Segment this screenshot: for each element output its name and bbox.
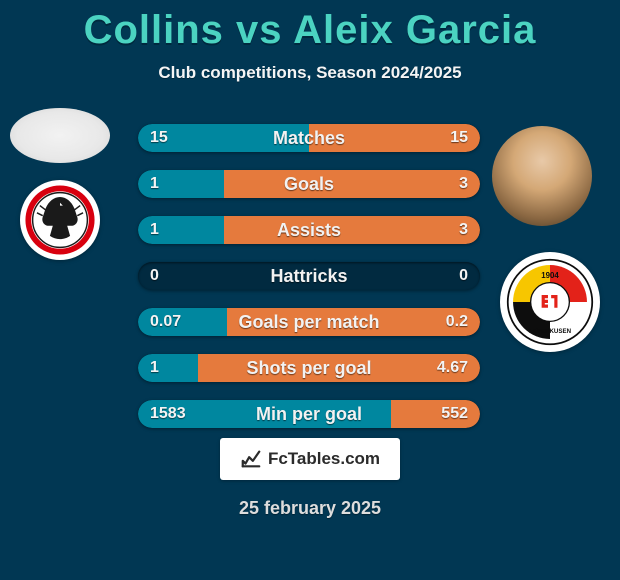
date-label: 25 february 2025 bbox=[0, 498, 620, 519]
stat-value-right: 3 bbox=[459, 216, 468, 244]
stat-label: Shots per goal bbox=[138, 354, 480, 382]
footer-brand-badge: FcTables.com bbox=[220, 438, 400, 480]
page-title: Collins vs Aleix Garcia bbox=[0, 0, 620, 53]
club-left-badge bbox=[20, 180, 100, 260]
stat-row: Assists1 3 bbox=[138, 216, 480, 244]
stat-row: Matches15 15 bbox=[138, 124, 480, 152]
footer-brand-text: FcTables.com bbox=[268, 449, 380, 469]
stat-row: Goals per match0.07 0.2 bbox=[138, 308, 480, 336]
club-right-badge: 1904 LEVERKUSEN bbox=[500, 252, 600, 352]
stat-value-right: 3 bbox=[459, 170, 468, 198]
stat-row: Min per goal1583 552 bbox=[138, 400, 480, 428]
fctables-icon bbox=[240, 448, 262, 470]
stat-rows: Matches1515Goals13Assists13Hattricks00Go… bbox=[138, 124, 480, 446]
subtitle: Club competitions, Season 2024/2025 bbox=[0, 63, 620, 83]
stat-label: Matches bbox=[138, 124, 480, 152]
eintracht-logo-icon bbox=[24, 184, 96, 256]
player-right-avatar bbox=[492, 126, 592, 226]
stat-value-right: 552 bbox=[441, 400, 468, 428]
stat-value-right: 0.2 bbox=[446, 308, 468, 336]
svg-text:LEVERKUSEN: LEVERKUSEN bbox=[529, 328, 572, 335]
stat-value-left: 1 bbox=[150, 170, 159, 198]
stat-label: Goals per match bbox=[138, 308, 480, 336]
stat-value-left: 1 bbox=[150, 216, 159, 244]
stat-row: Hattricks0 0 bbox=[138, 262, 480, 290]
stat-value-left: 15 bbox=[150, 124, 168, 152]
stat-label: Min per goal bbox=[138, 400, 480, 428]
stat-value-right: 4.67 bbox=[437, 354, 468, 382]
stat-row: Goals1 3 bbox=[138, 170, 480, 198]
stat-value-left: 0 bbox=[150, 262, 159, 290]
stat-value-right: 15 bbox=[450, 124, 468, 152]
stat-value-left: 0.07 bbox=[150, 308, 181, 336]
leverkusen-logo-icon: 1904 LEVERKUSEN bbox=[506, 258, 594, 346]
stat-value-left: 1 bbox=[150, 354, 159, 382]
stat-label: Goals bbox=[138, 170, 480, 198]
stat-row: Shots per goal1 4.67 bbox=[138, 354, 480, 382]
stat-value-right: 0 bbox=[459, 262, 468, 290]
stat-value-left: 1583 bbox=[150, 400, 186, 428]
stat-label: Hattricks bbox=[138, 262, 480, 290]
stat-label: Assists bbox=[138, 216, 480, 244]
svg-text:1904: 1904 bbox=[541, 271, 559, 280]
player-left-avatar bbox=[10, 108, 110, 163]
